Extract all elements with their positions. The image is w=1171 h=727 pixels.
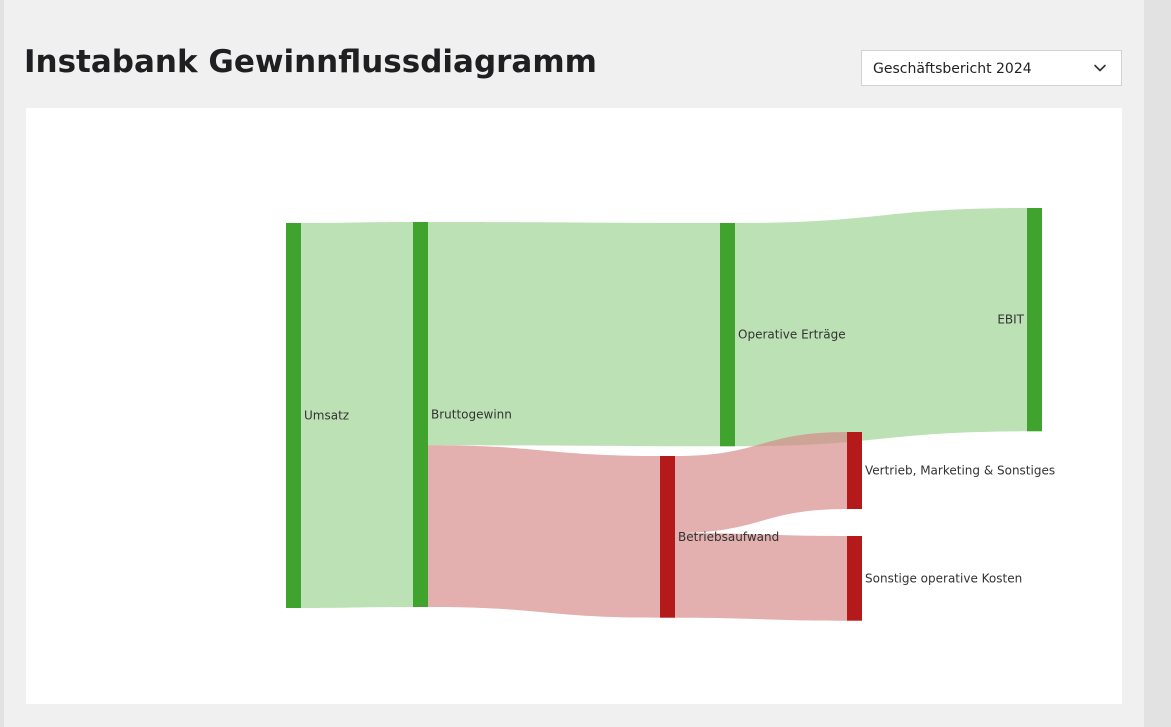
sankey-label-vertrieb: Vertrieb, Marketing & Sonstiges [865,464,1055,478]
chevron-down-icon [1094,64,1106,72]
sankey-label-betriebsaufwand: Betriebsaufwand [678,530,779,544]
sankey-node-ebit[interactable] [1027,208,1042,432]
page-title: Instabank Gewinnflussdiagramm [24,44,597,80]
sankey-link-betriebsaufwand-sonstige[interactable] [675,533,847,621]
sankey-links [301,208,1027,621]
sankey-labels: Umsatz Bruttogewinn Operative Erträge EBIT B… [304,313,1055,586]
sankey-node-umsatz[interactable] [286,223,301,608]
sankey-label-umsatz: Umsatz [304,409,349,423]
sankey-link-umsatz-bruttogewinn[interactable] [301,222,413,608]
sankey-label-bruttogewinn: Bruttogewinn [431,408,512,422]
sankey-link-bruttogewinn-operative_ertraege[interactable] [428,222,720,447]
sankey-link-bruttogewinn-betriebsaufwand[interactable] [428,445,660,618]
sankey-node-betriebsaufwand[interactable] [660,456,675,618]
sankey-label-ebit: EBIT [997,313,1024,327]
sankey-node-sonstige[interactable] [847,536,862,621]
chart-card: Umsatz Bruttogewinn Operative Erträge EBIT B… [26,108,1122,704]
sankey-node-vertrieb[interactable] [847,432,862,509]
sankey-label-operative_ertraege: Operative Erträge [738,328,846,342]
report-select[interactable]: Geschäftsbericht 2024 [861,50,1122,86]
sankey-nodes [286,208,1042,621]
sankey-label-sonstige: Sonstige operative Kosten [865,571,1022,585]
report-select-value: Geschäftsbericht 2024 [873,61,1032,77]
sankey-node-bruttogewinn[interactable] [413,222,428,607]
sankey-link-betriebsaufwand-vertrieb[interactable] [675,432,847,533]
sankey-node-operative_ertraege[interactable] [720,223,735,447]
sankey-link-operative_ertraege-ebit[interactable] [735,208,1027,447]
content-panel: Instabank Gewinnflussdiagramm Geschäftsb… [4,0,1144,727]
sankey-chart: Umsatz Bruttogewinn Operative Erträge EBIT B… [286,208,1055,621]
